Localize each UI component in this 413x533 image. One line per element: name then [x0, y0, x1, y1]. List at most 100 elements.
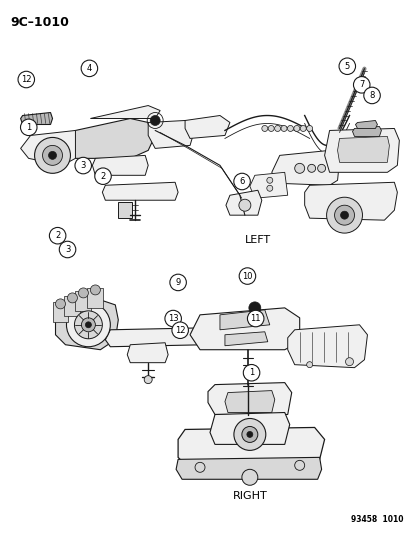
Circle shape	[67, 293, 77, 303]
Polygon shape	[75, 291, 91, 311]
Polygon shape	[355, 120, 377, 128]
Circle shape	[299, 125, 306, 132]
Polygon shape	[219, 310, 269, 330]
Polygon shape	[62, 118, 155, 158]
Polygon shape	[64, 296, 80, 316]
Polygon shape	[178, 427, 324, 470]
Polygon shape	[185, 116, 229, 139]
Text: 6: 6	[239, 177, 244, 186]
Circle shape	[334, 205, 354, 225]
Circle shape	[48, 151, 56, 159]
Circle shape	[294, 461, 304, 470]
Polygon shape	[52, 302, 68, 322]
Text: 8: 8	[368, 91, 374, 100]
Polygon shape	[207, 383, 291, 415]
Circle shape	[340, 211, 348, 219]
Circle shape	[35, 138, 70, 173]
Text: 2: 2	[55, 231, 60, 240]
Circle shape	[85, 322, 91, 328]
Text: 1: 1	[26, 123, 31, 132]
Circle shape	[78, 288, 88, 298]
Text: 11: 11	[250, 314, 260, 323]
Circle shape	[293, 125, 299, 132]
Circle shape	[195, 462, 204, 472]
Circle shape	[317, 164, 325, 172]
Text: RIGHT: RIGHT	[232, 491, 266, 501]
Circle shape	[280, 125, 286, 132]
Polygon shape	[249, 172, 287, 198]
Circle shape	[74, 311, 102, 339]
Text: 1: 1	[248, 368, 254, 377]
Polygon shape	[148, 120, 195, 148]
Text: 3: 3	[81, 161, 85, 170]
Text: 9C–1010: 9C–1010	[11, 16, 69, 29]
Circle shape	[233, 418, 265, 450]
Polygon shape	[92, 156, 148, 175]
Polygon shape	[55, 300, 118, 350]
Circle shape	[81, 318, 95, 332]
Circle shape	[243, 370, 251, 378]
Circle shape	[59, 241, 76, 258]
Text: 12: 12	[175, 326, 185, 335]
Circle shape	[164, 310, 181, 327]
Circle shape	[274, 125, 280, 132]
Circle shape	[363, 87, 380, 104]
Circle shape	[287, 125, 293, 132]
Circle shape	[243, 365, 259, 381]
Circle shape	[233, 173, 250, 190]
Polygon shape	[87, 288, 103, 308]
Polygon shape	[337, 136, 389, 163]
Polygon shape	[190, 308, 299, 350]
Polygon shape	[209, 413, 289, 445]
Circle shape	[338, 58, 355, 75]
Circle shape	[306, 362, 312, 368]
Text: 93458  1010: 93458 1010	[350, 515, 402, 524]
Circle shape	[307, 164, 315, 172]
Text: 10: 10	[242, 271, 252, 280]
Circle shape	[55, 299, 65, 309]
Text: 12: 12	[21, 75, 31, 84]
Polygon shape	[287, 325, 367, 368]
Circle shape	[248, 302, 260, 314]
Circle shape	[353, 77, 369, 93]
Circle shape	[326, 197, 362, 233]
Polygon shape	[127, 343, 168, 362]
Text: 13: 13	[167, 314, 178, 323]
Circle shape	[43, 146, 62, 165]
Circle shape	[239, 268, 255, 284]
Circle shape	[150, 116, 160, 125]
Circle shape	[95, 168, 111, 184]
Text: 7: 7	[358, 80, 363, 90]
Polygon shape	[224, 391, 274, 413]
Text: 3: 3	[65, 245, 70, 254]
Circle shape	[306, 125, 312, 132]
Circle shape	[247, 310, 263, 327]
Polygon shape	[21, 112, 52, 125]
Polygon shape	[105, 328, 209, 347]
Circle shape	[261, 125, 267, 132]
Circle shape	[21, 119, 37, 135]
Circle shape	[241, 470, 257, 485]
Circle shape	[75, 157, 91, 174]
Circle shape	[169, 274, 186, 290]
Text: 2: 2	[100, 172, 105, 181]
Circle shape	[266, 185, 272, 191]
Text: 5: 5	[344, 62, 349, 71]
Polygon shape	[224, 332, 267, 346]
Circle shape	[268, 125, 273, 132]
Polygon shape	[225, 190, 261, 215]
Circle shape	[90, 285, 100, 295]
Polygon shape	[90, 106, 160, 118]
Circle shape	[238, 199, 250, 211]
Circle shape	[49, 228, 66, 244]
Circle shape	[144, 376, 152, 384]
Circle shape	[66, 303, 110, 347]
Polygon shape	[21, 131, 75, 165]
Circle shape	[241, 426, 257, 442]
Polygon shape	[324, 128, 399, 172]
Text: 9: 9	[175, 278, 180, 287]
Polygon shape	[176, 457, 321, 479]
Polygon shape	[271, 150, 339, 185]
Circle shape	[266, 177, 272, 183]
Polygon shape	[118, 202, 132, 218]
